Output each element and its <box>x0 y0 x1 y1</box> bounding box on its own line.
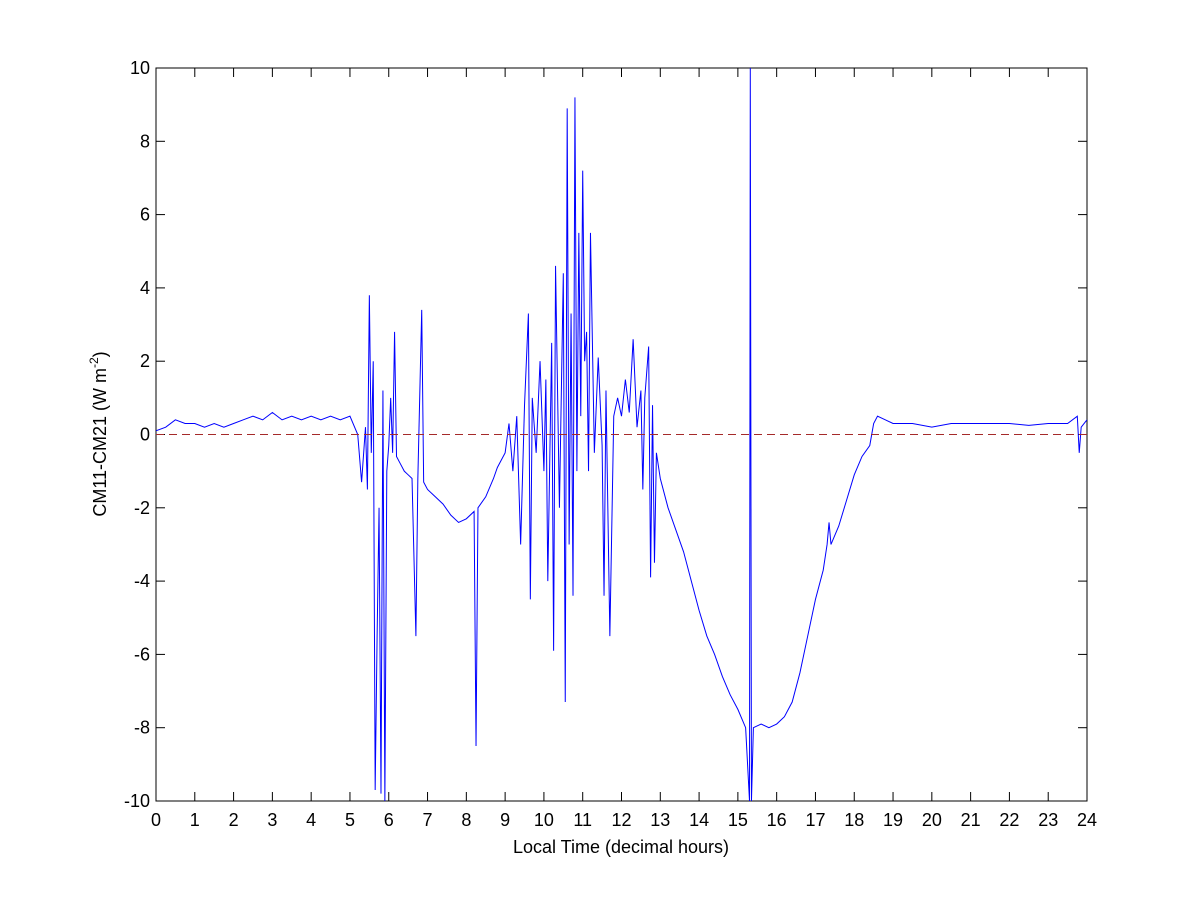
y-tick-label: 6 <box>140 205 150 225</box>
x-tick-label: 6 <box>384 810 394 830</box>
x-axis-label: Local Time (decimal hours) <box>513 837 729 857</box>
x-tick-label: 8 <box>461 810 471 830</box>
y-tick-label: -4 <box>134 571 150 591</box>
x-tick-label: 11 <box>573 810 592 830</box>
x-tick-label: 1 <box>190 810 200 830</box>
x-tick-label: 22 <box>999 810 1019 830</box>
y-tick-label: 2 <box>140 351 150 371</box>
y-tick-label: 8 <box>140 131 150 151</box>
x-tick-label: 18 <box>844 810 864 830</box>
y-tick-label: 4 <box>140 278 150 298</box>
x-tick-label: 9 <box>500 810 510 830</box>
x-tick-label: 19 <box>883 810 903 830</box>
x-tick-label: 16 <box>767 810 787 830</box>
plot-area <box>155 67 1088 802</box>
y-tick-label: -8 <box>134 718 150 738</box>
x-tick-label: 0 <box>151 810 161 830</box>
y-tick-label: -6 <box>134 644 150 664</box>
x-tick-label: 15 <box>728 810 748 830</box>
x-tick-label: 24 <box>1077 810 1097 830</box>
y-tick-label: -2 <box>134 498 150 518</box>
x-tick-label: 10 <box>534 810 554 830</box>
y-axis-label-text: ) <box>90 351 110 357</box>
x-tick-label: 23 <box>1038 810 1058 830</box>
y-tick-label: 0 <box>140 425 150 445</box>
plot-layer <box>156 68 1087 801</box>
x-tick-label: 2 <box>229 810 239 830</box>
x-tick-label: 21 <box>961 810 981 830</box>
x-tick-label: 17 <box>805 810 825 830</box>
data-line <box>156 68 1087 801</box>
x-tick-label: 4 <box>306 810 316 830</box>
x-tick-label: 14 <box>689 810 709 830</box>
y-axis-label: CM11-CM21 (W m-2) <box>87 351 110 516</box>
x-tick-label: 3 <box>267 810 277 830</box>
y-tick-label: -10 <box>124 791 150 811</box>
x-tick-label: 5 <box>345 810 355 830</box>
x-tick-label: 13 <box>650 810 670 830</box>
x-tick-label: 20 <box>922 810 942 830</box>
y-axis-label-superscript: -2 <box>87 357 101 368</box>
x-tick-label: 7 <box>423 810 433 830</box>
y-axis-label-text: CM11-CM21 (W m <box>90 368 110 517</box>
y-tick-label: 10 <box>130 58 150 78</box>
x-tick-label: 12 <box>611 810 631 830</box>
